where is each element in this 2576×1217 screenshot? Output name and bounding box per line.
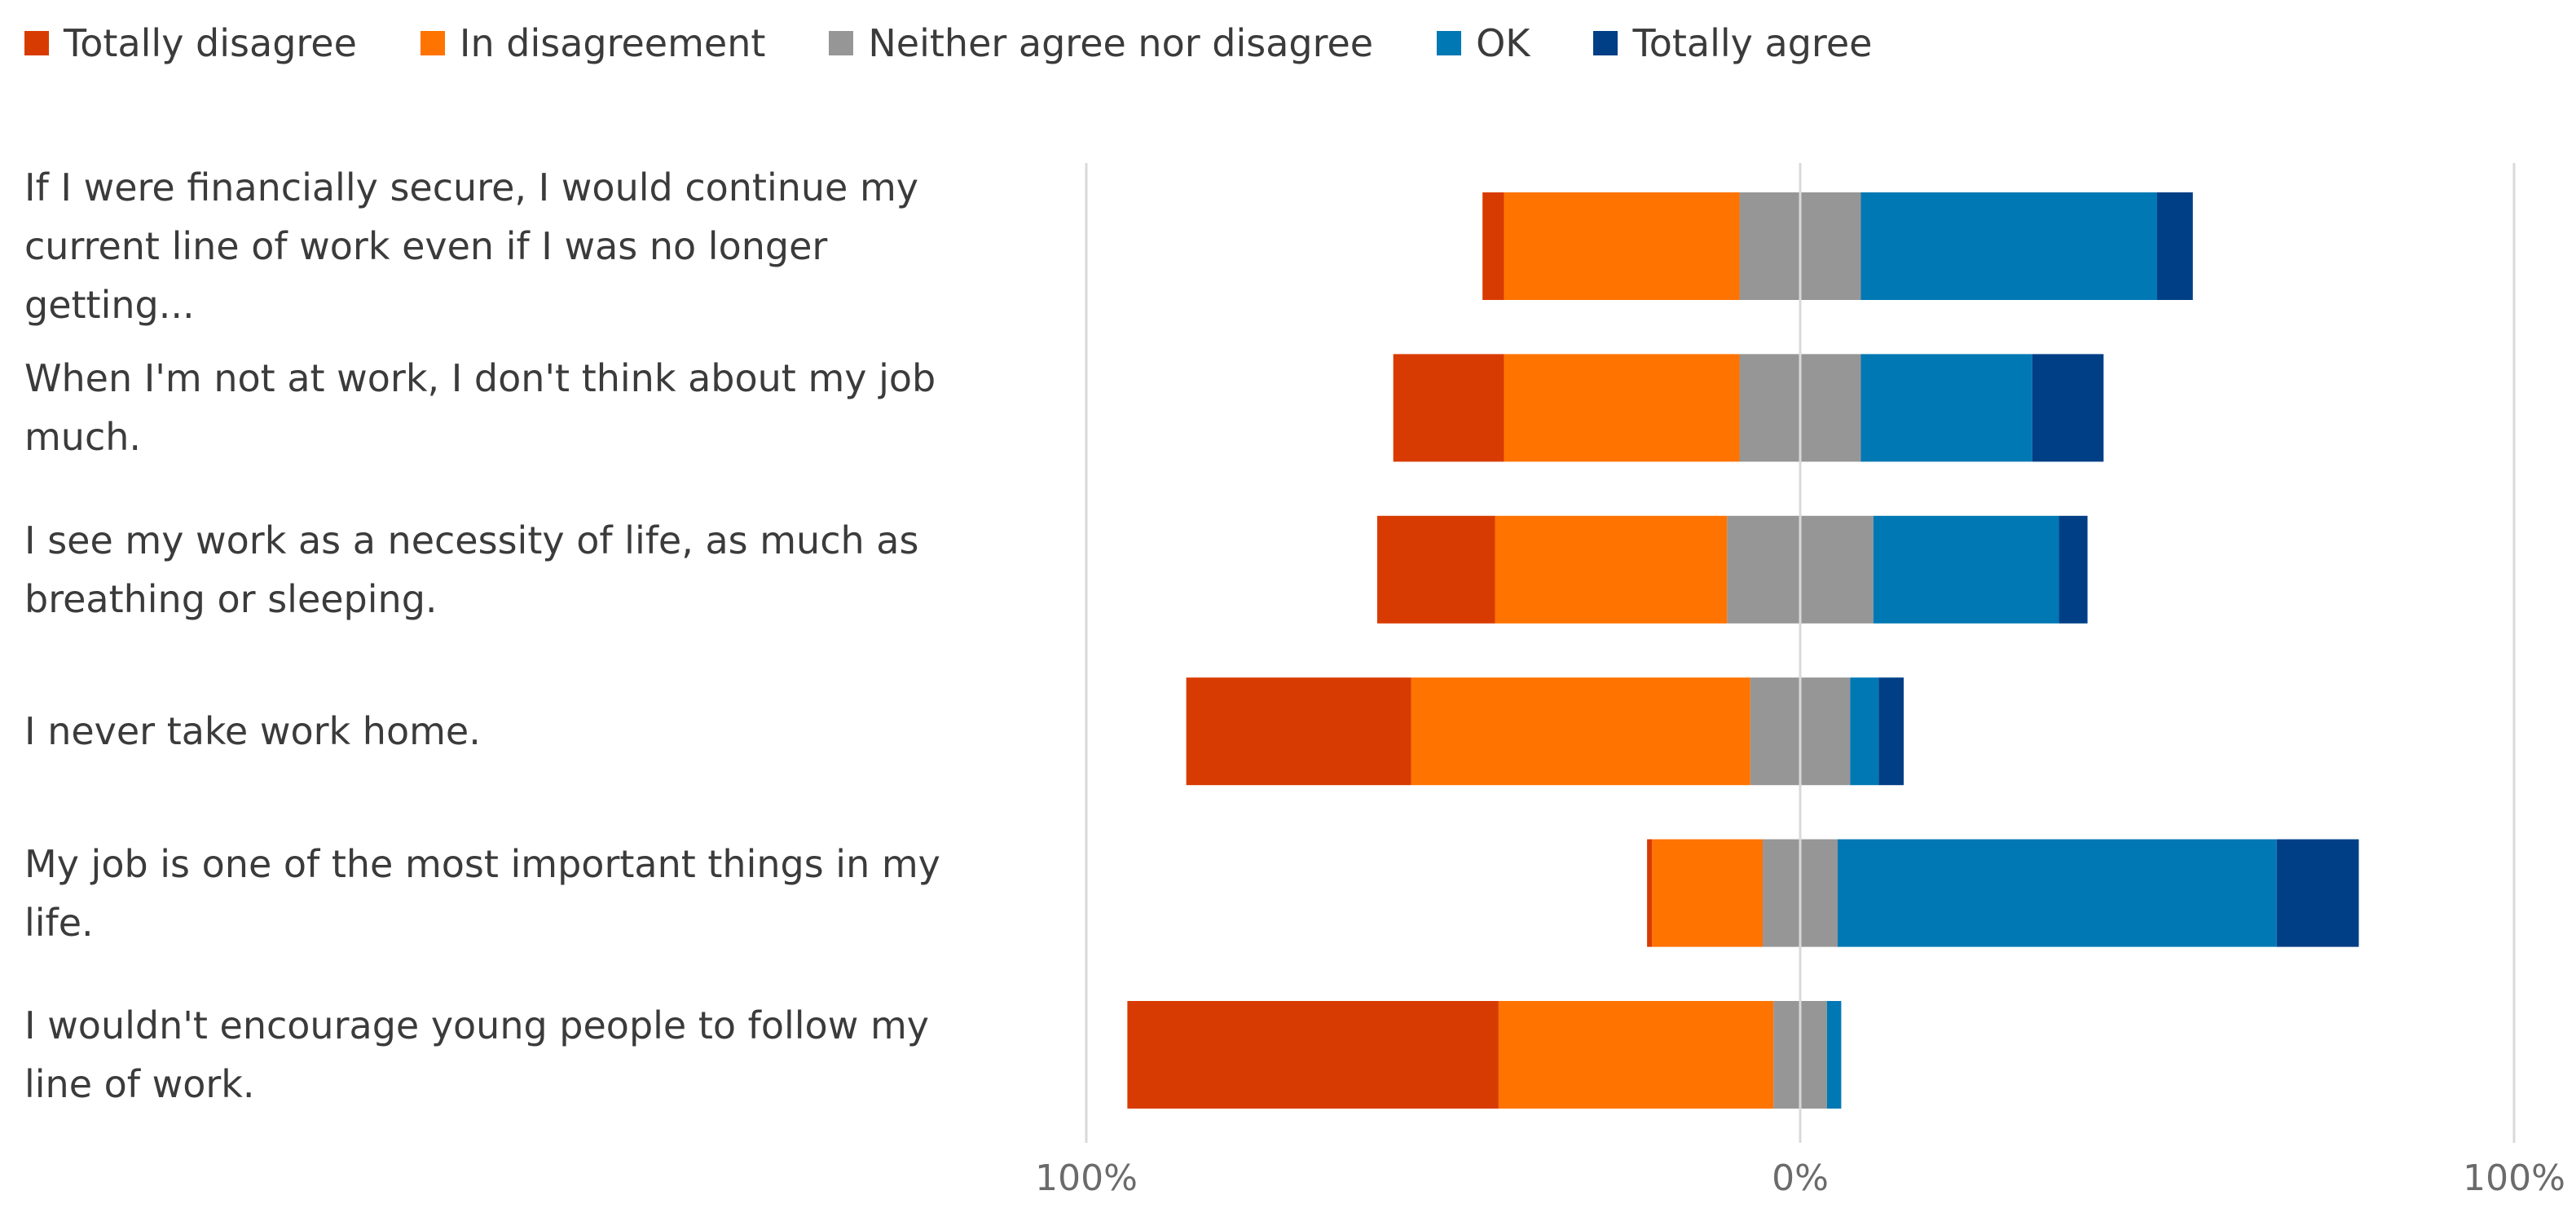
category-label: I see my work as a necessity of life, as…	[24, 518, 919, 621]
bar-totally-agree-row-1[interactable]	[2157, 192, 2193, 300]
legend-item-ok[interactable]: OK	[1437, 21, 1530, 65]
legend-label: Neither agree nor disagree	[868, 21, 1374, 65]
legend-label: OK	[1476, 21, 1530, 65]
bar-in-disagreement-row-6[interactable]	[1498, 1001, 1774, 1109]
bar-totally-agree-row-4[interactable]	[1878, 677, 1904, 786]
bar-totally-agree-row-3[interactable]	[2059, 515, 2088, 624]
bar-ok-row-2[interactable]	[1860, 354, 2032, 462]
x-tick-label: 0%	[1772, 1157, 1829, 1199]
x-tick-label: 100%	[2463, 1157, 2565, 1199]
bar-ok-row-1[interactable]	[1860, 192, 2157, 300]
category-label: I never take work home.	[24, 709, 481, 754]
bar-ok-row-5[interactable]	[1837, 839, 2277, 947]
bar-totally-disagree-row-3[interactable]	[1376, 515, 1495, 624]
x-tick-label: 100%	[1035, 1157, 1138, 1199]
category-label: I wouldn't encourage young people to fol…	[24, 1003, 929, 1106]
category-label: When I'm not at work, I don't think abou…	[24, 356, 936, 460]
bar-in-disagreement-row-2[interactable]	[1504, 354, 1740, 462]
legend-swatch	[420, 31, 445, 55]
bar-totally-agree-row-2[interactable]	[2032, 354, 2104, 462]
legend-item-in-disagreement[interactable]: In disagreement	[420, 21, 766, 65]
bar-ok-row-3[interactable]	[1873, 515, 2059, 624]
bar-in-disagreement-row-3[interactable]	[1495, 515, 1728, 624]
legend-label: Totally disagree	[64, 21, 357, 65]
bar-totally-disagree-row-4[interactable]	[1186, 677, 1411, 786]
bar-ok-row-6[interactable]	[1826, 1001, 1842, 1109]
legend-item-totally-agree[interactable]: Totally agree	[1593, 21, 1872, 65]
legend-swatch	[1593, 31, 1618, 55]
legend-swatch	[24, 31, 49, 55]
chart-legend: Totally disagree In disagreement Neither a…	[24, 18, 1935, 68]
legend-item-totally-disagree[interactable]: Totally disagree	[24, 21, 357, 65]
bar-totally-disagree-row-5[interactable]	[1647, 839, 1653, 947]
bar-totally-disagree-row-6[interactable]	[1127, 1001, 1499, 1109]
bar-in-disagreement-row-5[interactable]	[1652, 839, 1764, 947]
bar-totally-disagree-row-2[interactable]	[1393, 354, 1504, 462]
legend-label: Totally agree	[1632, 21, 1873, 65]
legend-item-neither-agree-nor-disagree[interactable]: Neither agree nor disagree	[829, 21, 1373, 65]
legend-swatch	[829, 31, 854, 55]
bar-totally-disagree-row-1[interactable]	[1482, 192, 1504, 300]
bar-in-disagreement-row-1[interactable]	[1504, 192, 1740, 300]
legend-swatch	[1437, 31, 1462, 55]
bar-ok-row-4[interactable]	[1850, 677, 1879, 786]
bar-in-disagreement-row-4[interactable]	[1411, 677, 1750, 786]
bar-totally-agree-row-5[interactable]	[2276, 839, 2359, 947]
legend-label: In disagreement	[459, 21, 766, 65]
category-label: My job is one of the most important thin…	[24, 841, 940, 945]
